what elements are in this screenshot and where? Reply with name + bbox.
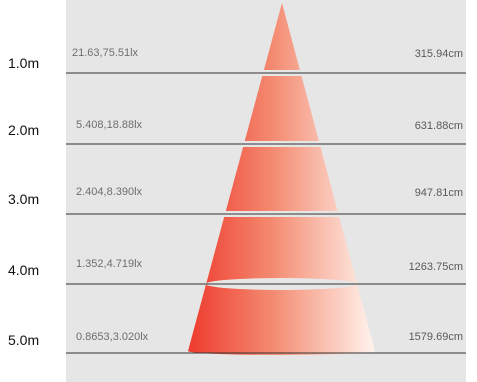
diameter-label-2m: 631.88cm — [414, 120, 463, 132]
distance-label-2m: 2.0m — [8, 122, 40, 138]
diameter-label-1m: 315.94cm — [414, 48, 463, 60]
light-beam-base — [188, 347, 375, 355]
illuminance-label-4m: 1.352,4.719lx — [76, 258, 143, 270]
diameter-label-3m: 947.81cm — [414, 187, 463, 199]
illuminance-label-1m: 21.63,75.51lx — [72, 47, 139, 59]
distance-label-1m: 1.0m — [8, 55, 40, 71]
diameter-label-4m: 1263.75cm — [408, 261, 463, 273]
diameter-label-5m: 1579.69cm — [408, 331, 463, 343]
illuminance-label-3m: 2.404,8.390lx — [76, 186, 143, 198]
distance-label-3m: 3.0m — [8, 191, 40, 207]
distance-label-5m: 5.0m — [8, 332, 40, 348]
distance-label-4m: 4.0m — [8, 262, 40, 278]
illuminance-label-2m: 5.408,18.88lx — [76, 119, 143, 131]
illuminance-label-5m: 0.8653,3.020lx — [76, 331, 149, 343]
light-beam-cone — [188, 3, 375, 351]
